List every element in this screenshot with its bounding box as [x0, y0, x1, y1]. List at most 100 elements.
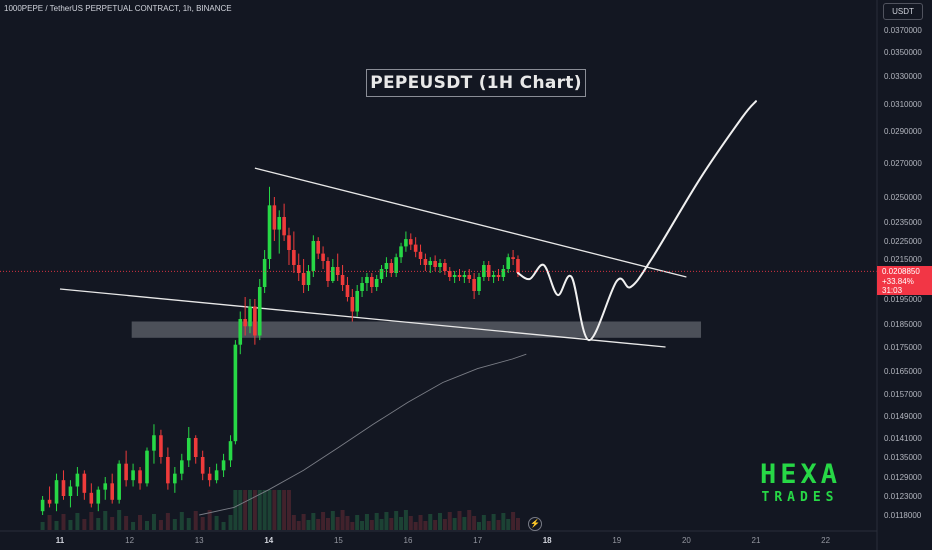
- lower-trendline: [59, 288, 666, 348]
- candle: [287, 227, 291, 265]
- candle: [82, 470, 87, 500]
- y-tick-label: 0.0270000: [884, 159, 922, 168]
- x-tick-label: 16: [404, 536, 413, 545]
- y-tick-label: 0.0195000: [884, 295, 922, 304]
- volume-bar: [145, 521, 149, 530]
- volume-bar: [325, 518, 330, 530]
- currency-button[interactable]: USDT: [883, 3, 923, 20]
- volume-bar: [138, 515, 143, 530]
- candle: [61, 470, 66, 500]
- candle-body: [335, 267, 340, 275]
- volume-bar: [364, 514, 369, 530]
- candle-body: [418, 251, 423, 259]
- volume-bar: [384, 512, 389, 530]
- candle: [452, 271, 457, 283]
- volume-bar: [267, 490, 272, 530]
- volume-bar: [286, 490, 291, 530]
- candle: [379, 265, 384, 283]
- y-tick-label: 0.0225000: [884, 237, 922, 246]
- candle-body: [413, 244, 418, 252]
- candle: [228, 435, 233, 467]
- candle-body: [253, 306, 257, 336]
- candle-body: [243, 319, 247, 327]
- candle-body: [103, 483, 108, 490]
- candle: [321, 246, 325, 269]
- candle: [345, 277, 350, 302]
- volume-bar: [467, 510, 472, 530]
- volume-bar: [515, 518, 520, 530]
- volume-bar: [374, 513, 379, 530]
- y-axis[interactable]: 0.0370000 0.0350000 0.0330000 0.0310000 0.02…: [884, 26, 922, 520]
- candle-body: [408, 239, 413, 245]
- volume-bar: [131, 522, 136, 530]
- candle-body: [389, 263, 394, 273]
- last-price-countdown: 31:03: [882, 286, 903, 295]
- volume-bar: [124, 516, 129, 530]
- candle: [355, 285, 359, 317]
- candle: [413, 237, 418, 258]
- candle-body: [200, 457, 205, 474]
- candle-body: [452, 275, 457, 277]
- volume-bar: [40, 522, 45, 530]
- candle-body: [486, 265, 491, 277]
- candle: [389, 259, 394, 277]
- candle: [428, 257, 433, 273]
- volume-bar: [491, 514, 496, 530]
- projection-path: [517, 100, 757, 342]
- candle-body: [282, 217, 286, 236]
- volume-bar: [282, 490, 287, 530]
- volume-bar: [360, 521, 365, 530]
- candle: [491, 271, 496, 283]
- candle: [316, 237, 321, 259]
- candle-body: [40, 499, 45, 512]
- annotation-title: PEPEUSDT (1H Chart): [366, 69, 586, 97]
- volume-bar: [403, 510, 408, 530]
- candle: [282, 203, 286, 241]
- candle: [384, 257, 389, 277]
- candle: [253, 299, 257, 345]
- candle: [408, 233, 413, 250]
- candle: [159, 429, 163, 464]
- candle-body: [166, 457, 170, 484]
- volume-bar: [408, 516, 413, 530]
- candle: [257, 279, 262, 341]
- candle: [207, 467, 212, 487]
- volume-bar: [207, 510, 212, 530]
- y-tick-label: 0.0141000: [884, 434, 922, 443]
- candle-body: [287, 235, 291, 250]
- x-tick-label: 18: [543, 536, 552, 545]
- volume-bar: [447, 512, 452, 530]
- x-axis[interactable]: 11 12 13 14 15 16 17 18 19 20 21 22: [56, 536, 831, 545]
- last-price-change: +33.84%: [882, 276, 914, 286]
- trendlines: [59, 167, 687, 348]
- candle: [370, 273, 374, 293]
- volume-bar: [501, 513, 506, 530]
- candle: [301, 259, 306, 293]
- candle-body: [316, 241, 321, 254]
- candle: [152, 424, 156, 464]
- last-price-value: 0.0208850: [882, 267, 920, 276]
- candle-body: [110, 483, 114, 500]
- volume-bar: [233, 490, 238, 530]
- candle: [138, 467, 142, 490]
- volume-bar: [355, 515, 360, 530]
- candle-body: [131, 470, 135, 481]
- candle: [501, 265, 506, 281]
- candle: [506, 253, 511, 273]
- logo-line-2: TRADES: [761, 490, 839, 505]
- support-zone: [131, 321, 702, 338]
- candle: [447, 267, 452, 281]
- volume-bar: [399, 517, 404, 530]
- candle-body: [292, 250, 296, 265]
- candle-body: [394, 257, 398, 273]
- flash-icon[interactable]: ⚡: [528, 517, 542, 531]
- candle: [248, 299, 252, 334]
- volume-bar: [96, 518, 101, 530]
- candle: [89, 483, 94, 508]
- candle: [486, 261, 491, 281]
- candle-body: [228, 441, 233, 461]
- candle-body: [399, 246, 403, 258]
- candle: [467, 269, 472, 283]
- candle: [110, 473, 114, 504]
